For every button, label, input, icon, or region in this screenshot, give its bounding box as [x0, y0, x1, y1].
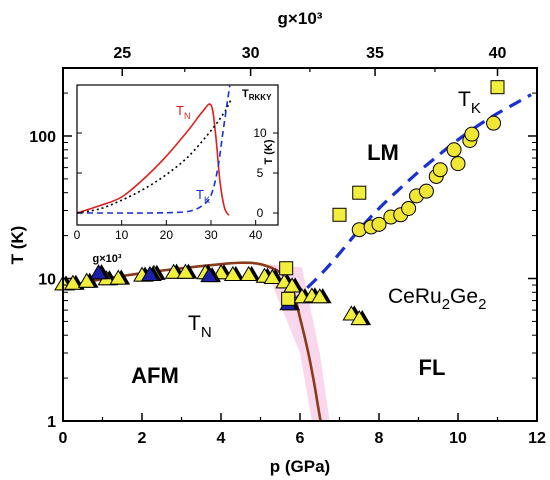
tk-circle-marker [450, 156, 466, 172]
x-tick-label: 10 [449, 430, 467, 447]
tn-triangle-yellow [223, 265, 245, 281]
tn-triangle-yellow [77, 272, 99, 288]
tn-triangle-yellow [239, 265, 261, 281]
afm-region-label: AFM [131, 363, 179, 388]
inset-x-tick-label: 0 [74, 228, 81, 242]
tn-triangle-yellow [109, 269, 131, 285]
y-axis-title: T (K) [8, 226, 27, 265]
inset-tk-label: TK [196, 187, 210, 205]
tn-triangle-yellow [263, 268, 285, 284]
tk-fit-curve [290, 93, 532, 304]
tk-square-marker [332, 207, 347, 222]
x-tick-label: 2 [138, 430, 147, 447]
top-tick-label: 25 [113, 45, 131, 62]
tk-circle-marker [418, 183, 434, 199]
x-tick-label: 8 [375, 430, 384, 447]
top-axis-title: g×10³ [278, 9, 323, 28]
inset-y-tick-label: 0 [257, 206, 264, 220]
tk-main-label: TK [458, 88, 481, 117]
tk-circle-marker [486, 115, 502, 131]
tk-square-marker [490, 80, 505, 95]
inset-frame [76, 84, 279, 226]
main-plot-markers-layer [54, 80, 505, 326]
tn-triangle-yellow [176, 263, 198, 279]
y-tick-label: 10 [38, 271, 56, 288]
tn-main-label: TN [188, 312, 212, 341]
inset-axes: 0 10 20 30 40 0 5 10 [74, 126, 278, 242]
tn-triangle-yellow [350, 309, 372, 326]
top-tick-label: 30 [242, 45, 260, 62]
y-tick-label: 100 [29, 129, 56, 146]
inset-chart: 0 10 20 30 40 0 5 10 g×10³ T (K) TN TK TRKKY [74, 83, 288, 265]
tk-square-marker [279, 261, 294, 276]
tn-triangle-blue [141, 265, 162, 281]
x-tick-label: 6 [296, 430, 305, 447]
tn-triangle-yellow [64, 274, 85, 290]
compound-label: CeRu2Ge2 [388, 285, 486, 313]
inset-y-axis-title: T (K) [263, 139, 275, 164]
inset-curves-layer [77, 85, 232, 216]
tk-circle-marker [464, 126, 480, 142]
inset-x-tick-label: 20 [160, 228, 174, 242]
tn-triangle-yellow [310, 288, 332, 304]
tk-square-marker [352, 185, 367, 200]
x-tick-label: 4 [217, 430, 226, 447]
inset-x-tick-label: 40 [249, 228, 263, 242]
inset-y-tick-label: 10 [253, 126, 267, 140]
inset-y-tick-label: 5 [257, 166, 264, 180]
tk-circle-marker [432, 162, 448, 178]
x-tick-label: 0 [59, 430, 68, 447]
tk-circle-marker [371, 216, 387, 232]
inset-curve-t-n [77, 103, 230, 216]
fl-region-label: FL [419, 355, 446, 380]
tk-square-marker [281, 291, 296, 306]
y-tick-label: 1 [47, 414, 56, 431]
x-axis-title: p (GPa) [270, 457, 330, 476]
tn-triangle-blue [200, 267, 222, 283]
inset-tn-label: TN [176, 103, 190, 121]
inset-trkky-label: TRKKY [242, 88, 272, 102]
top-tick-label: 35 [366, 45, 384, 62]
tk-circle-marker [401, 200, 417, 216]
inset-x-tick-label: 10 [115, 228, 129, 242]
inset-x-tick-label: 30 [204, 228, 218, 242]
tk-circle-marker [446, 142, 462, 158]
lm-region-label: LM [367, 140, 399, 165]
inset-curve-t-k [77, 85, 231, 214]
tn-triangle-blue [89, 264, 111, 280]
inset-x-axis-title: g×10³ [92, 253, 121, 265]
top-tick-label: 40 [489, 45, 507, 62]
inset-background [75, 83, 288, 240]
x-tick-label: 12 [528, 430, 546, 447]
